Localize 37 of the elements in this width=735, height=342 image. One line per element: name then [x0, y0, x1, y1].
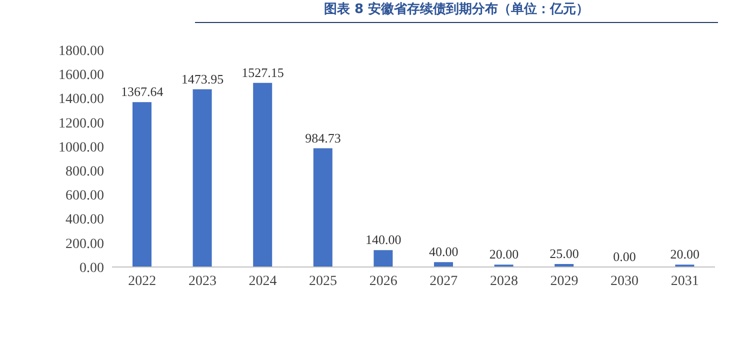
bar — [434, 262, 453, 267]
y-tick-label: 200.00 — [66, 236, 104, 252]
y-tick-label: 1800.00 — [58, 44, 104, 59]
x-tick-label: 2031 — [670, 274, 699, 289]
data-label: 140.00 — [365, 232, 402, 248]
data-label: 20.00 — [670, 246, 700, 262]
x-tick-label: 2030 — [610, 274, 639, 289]
x-tick-label: 2026 — [369, 274, 398, 289]
x-tick-label: 2027 — [430, 274, 458, 289]
y-tick-label: 400.00 — [66, 212, 104, 228]
x-tick-label: 2029 — [550, 274, 578, 289]
bar — [374, 250, 393, 267]
data-label: 1527.15 — [242, 64, 284, 80]
data-label: 0.00 — [613, 249, 636, 264]
y-tick-label: 1200.00 — [58, 116, 104, 132]
y-tick-label: 1400.00 — [58, 92, 104, 108]
x-tick-label: 2024 — [248, 274, 277, 289]
x-tick-label: 2028 — [490, 274, 518, 289]
bar — [192, 89, 212, 267]
x-tick-label: 2023 — [188, 274, 216, 289]
bar — [253, 82, 272, 267]
bar — [313, 148, 332, 267]
data-label: 984.73 — [305, 130, 341, 146]
data-label: 1367.64 — [121, 84, 164, 100]
y-tick-label: 800.00 — [66, 164, 104, 180]
x-tick-label: 2022 — [128, 274, 156, 289]
bar — [132, 102, 152, 267]
y-tick-label: 0.00 — [80, 260, 104, 276]
chart-title: 图表 8 安徽省存续债到期分布（单位：亿元） — [195, 0, 718, 23]
x-tick-label: 2025 — [309, 274, 338, 289]
y-tick-label: 600.00 — [66, 188, 104, 204]
data-label: 20.00 — [489, 246, 519, 262]
data-label: 1473.95 — [181, 71, 224, 86]
y-tick-label: 1000.00 — [58, 140, 104, 156]
data-label: 25.00 — [550, 246, 579, 261]
y-tick-label: 1600.00 — [58, 68, 104, 84]
data-label: 40.00 — [429, 244, 458, 260]
